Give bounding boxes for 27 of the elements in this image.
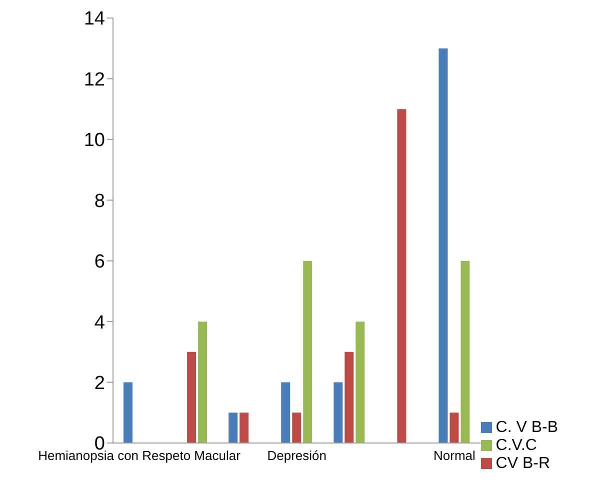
y-tick-label: 8 [94, 190, 105, 212]
bar [292, 412, 302, 443]
bar [124, 382, 133, 443]
bar [344, 352, 354, 443]
bar [438, 48, 448, 443]
bar [240, 412, 249, 443]
bar [356, 322, 365, 443]
legend-label: C.V.C [496, 437, 537, 454]
bar [450, 412, 459, 443]
bar [334, 382, 343, 443]
legend-label: CV B-R [496, 455, 550, 472]
bar [397, 109, 406, 443]
y-tick-label: 6 [94, 252, 105, 273]
bar [187, 352, 196, 443]
bar [281, 382, 290, 443]
y-tick-label: 14 [84, 8, 106, 30]
x-tick-label: Normal [434, 448, 476, 464]
x-tick-label: Depresión [267, 448, 327, 464]
legend-label: C. V B-B [496, 419, 558, 436]
y-tick-label: 2 [94, 373, 105, 394]
y-tick-label: 10 [84, 130, 105, 152]
y-tick-label: 12 [84, 69, 105, 90]
bar [303, 260, 312, 443]
bar [198, 322, 208, 443]
y-tick-label: 4 [94, 312, 106, 334]
bar [228, 412, 238, 443]
bar [460, 260, 470, 443]
